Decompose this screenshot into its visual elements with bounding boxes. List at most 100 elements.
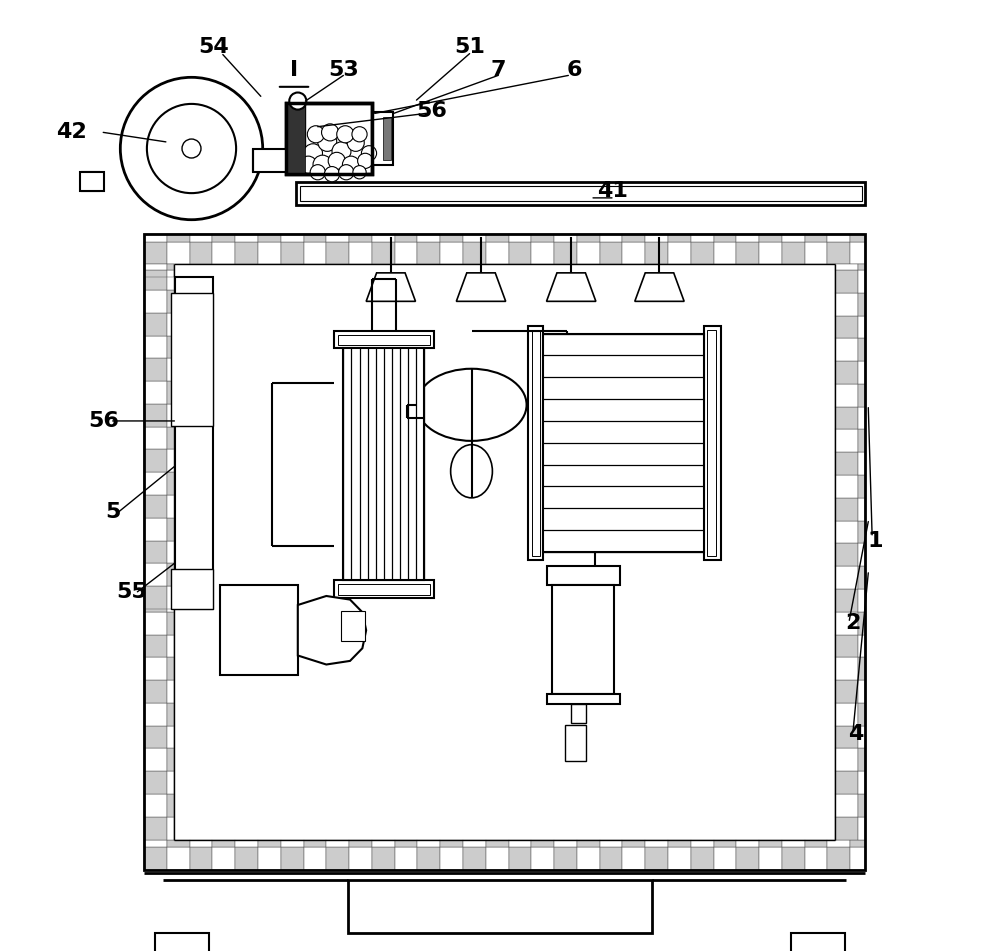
Bar bbox=[190, 847, 212, 870]
Bar bbox=[167, 426, 174, 449]
Bar bbox=[668, 840, 691, 847]
Bar bbox=[167, 361, 174, 384]
Bar bbox=[858, 657, 865, 680]
Bar bbox=[258, 840, 281, 847]
Bar bbox=[167, 315, 174, 338]
Bar bbox=[509, 847, 531, 870]
Bar bbox=[167, 384, 174, 407]
Bar bbox=[577, 234, 600, 242]
Bar bbox=[258, 847, 281, 870]
Bar bbox=[220, 585, 298, 675]
Bar bbox=[167, 313, 174, 335]
Bar bbox=[167, 589, 174, 612]
Bar bbox=[835, 498, 858, 521]
Bar bbox=[144, 612, 167, 635]
Bar bbox=[167, 407, 174, 429]
Bar bbox=[395, 242, 417, 265]
Bar bbox=[858, 429, 865, 452]
Circle shape bbox=[324, 167, 340, 182]
Bar bbox=[144, 404, 167, 426]
Bar bbox=[547, 566, 620, 585]
Bar bbox=[850, 234, 865, 242]
Bar bbox=[144, 234, 167, 242]
Bar bbox=[577, 840, 600, 847]
Bar bbox=[349, 242, 372, 265]
Bar bbox=[167, 566, 174, 589]
Bar bbox=[144, 338, 167, 361]
Bar bbox=[144, 840, 167, 847]
Bar bbox=[190, 840, 212, 847]
Bar bbox=[759, 242, 782, 265]
Text: 42: 42 bbox=[56, 123, 86, 143]
Bar bbox=[167, 840, 190, 847]
Bar bbox=[167, 429, 174, 452]
Bar bbox=[554, 242, 577, 265]
Bar bbox=[835, 589, 858, 612]
Circle shape bbox=[339, 165, 354, 180]
Bar bbox=[167, 703, 174, 725]
Circle shape bbox=[347, 134, 364, 151]
Bar bbox=[144, 449, 167, 472]
Bar bbox=[600, 840, 622, 847]
Bar bbox=[167, 338, 174, 361]
Bar bbox=[395, 840, 417, 847]
Bar bbox=[858, 407, 865, 429]
Bar bbox=[463, 847, 486, 870]
Bar bbox=[372, 234, 395, 242]
Bar bbox=[622, 234, 645, 242]
Bar bbox=[286, 103, 372, 174]
Bar bbox=[144, 361, 167, 384]
Bar bbox=[167, 381, 174, 404]
Text: 6: 6 bbox=[566, 60, 582, 80]
Bar bbox=[440, 840, 463, 847]
Bar bbox=[144, 270, 167, 293]
Bar bbox=[668, 234, 691, 242]
Bar bbox=[577, 847, 600, 870]
Bar bbox=[531, 840, 554, 847]
Bar bbox=[782, 234, 805, 242]
Bar bbox=[835, 612, 858, 635]
Text: I: I bbox=[290, 60, 298, 80]
Bar bbox=[835, 771, 858, 794]
Bar bbox=[144, 566, 167, 589]
Bar bbox=[144, 335, 167, 358]
Bar bbox=[235, 847, 258, 870]
Bar bbox=[144, 586, 167, 609]
Circle shape bbox=[313, 155, 332, 174]
Bar bbox=[144, 794, 167, 817]
Bar bbox=[212, 242, 235, 265]
Bar bbox=[645, 242, 668, 265]
Bar bbox=[691, 234, 714, 242]
Bar bbox=[554, 840, 577, 847]
Bar bbox=[858, 703, 865, 725]
Bar bbox=[167, 234, 190, 242]
Bar bbox=[338, 334, 430, 345]
Bar bbox=[528, 326, 543, 560]
Bar bbox=[531, 847, 554, 870]
Bar bbox=[532, 329, 540, 556]
Bar bbox=[334, 581, 434, 598]
Bar bbox=[782, 840, 805, 847]
Circle shape bbox=[328, 152, 345, 169]
Bar bbox=[167, 518, 174, 541]
Bar bbox=[167, 270, 174, 293]
Bar bbox=[552, 585, 614, 694]
Bar bbox=[858, 725, 865, 748]
Bar bbox=[463, 840, 486, 847]
Bar bbox=[286, 103, 305, 174]
Bar bbox=[144, 242, 167, 265]
Bar bbox=[144, 498, 167, 521]
Bar bbox=[286, 103, 305, 174]
Circle shape bbox=[353, 166, 366, 179]
Bar bbox=[326, 242, 349, 265]
Bar bbox=[531, 234, 554, 242]
Text: 5: 5 bbox=[105, 502, 120, 522]
Bar bbox=[858, 384, 865, 407]
Bar bbox=[707, 329, 716, 556]
Bar bbox=[304, 840, 326, 847]
Bar bbox=[835, 794, 858, 817]
Bar bbox=[167, 358, 174, 381]
Bar bbox=[850, 840, 865, 847]
Bar bbox=[759, 840, 782, 847]
Bar bbox=[334, 330, 434, 347]
